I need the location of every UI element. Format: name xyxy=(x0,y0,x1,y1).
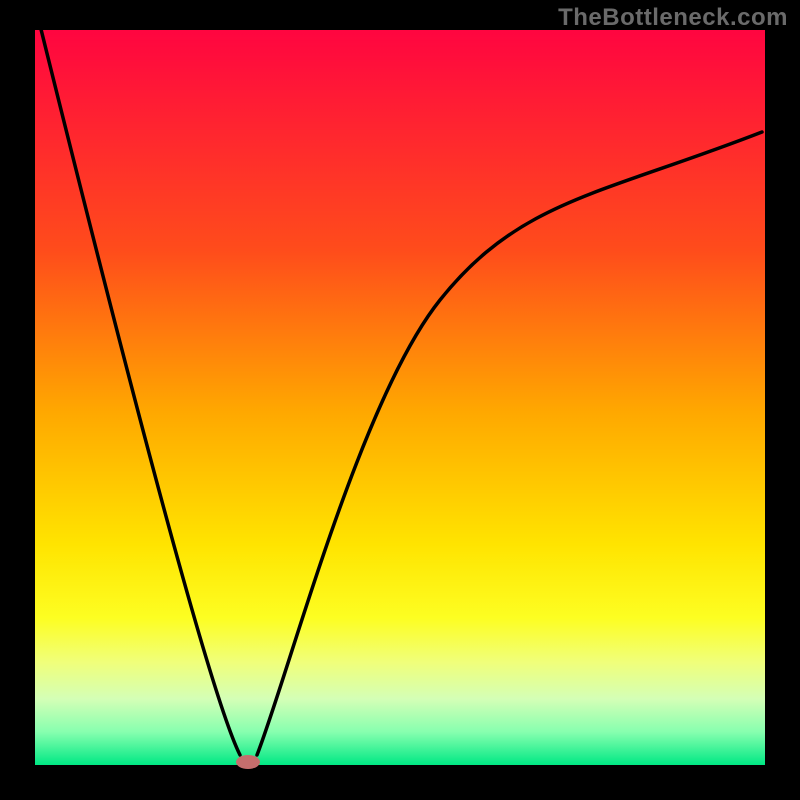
optimum-marker xyxy=(236,755,260,769)
bottleneck-chart xyxy=(0,0,800,800)
plot-area xyxy=(35,30,765,765)
watermark: TheBottleneck.com xyxy=(558,4,788,32)
chart-container: TheBottleneck.com xyxy=(0,0,800,800)
